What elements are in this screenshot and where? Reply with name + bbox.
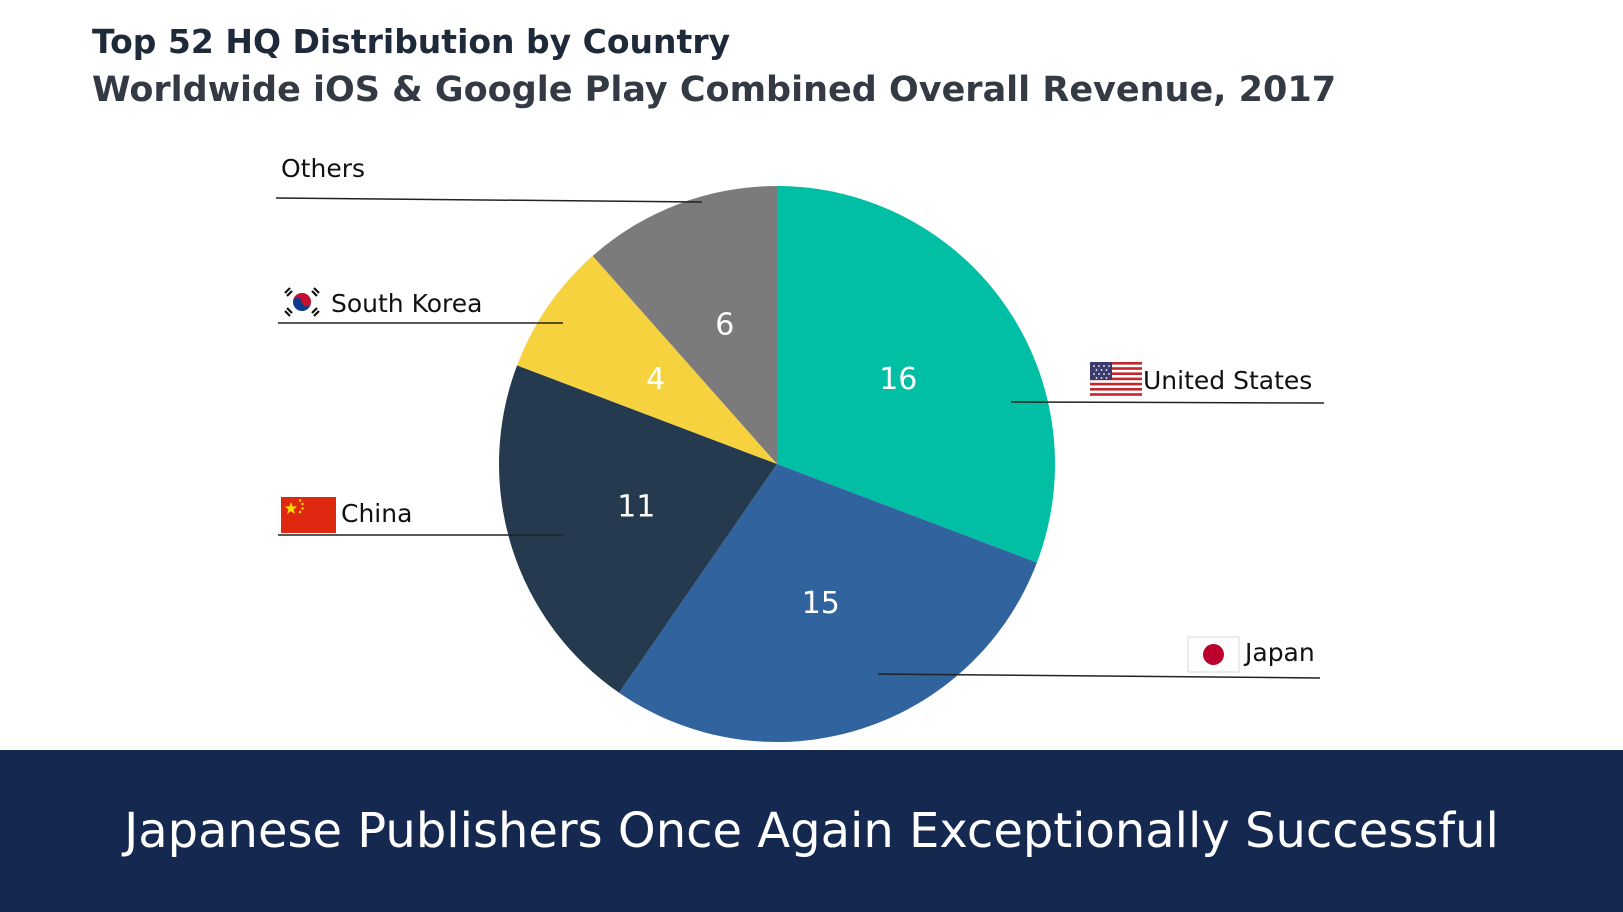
pie-slice-south-korea — [517, 255, 777, 464]
slice-value-label-others: 6 — [715, 308, 734, 343]
south-korea-flag-icon — [281, 286, 323, 318]
category-label-united-states: United States — [1143, 366, 1312, 395]
slice-value-label-japan: 15 — [802, 586, 840, 621]
pie-slices — [499, 186, 1055, 742]
category-label-south-korea: South Korea — [331, 289, 482, 318]
footer-headline: Japanese Publishers Once Again Exception… — [124, 803, 1499, 859]
japan-flag-icon — [1187, 636, 1240, 673]
china-flag-icon — [281, 497, 336, 533]
category-label-china: China — [341, 499, 412, 528]
pie-slice-others — [592, 186, 777, 464]
leader-line-japan — [877, 673, 1321, 679]
category-label-others: Others — [281, 154, 365, 183]
chart-subtitle: Worldwide iOS & Google Play Combined Ove… — [92, 70, 1337, 110]
chart-title: Top 52 HQ Distribution by Country — [92, 22, 731, 61]
pie-value-labels: 16 15 11 4 6 — [617, 308, 917, 622]
us-flag-icon — [1090, 362, 1142, 396]
slice-value-label-china: 11 — [617, 489, 655, 524]
pie-slice-united-states — [777, 186, 1055, 563]
pie-chart: 16 15 11 4 6 Others South Korea United State… — [275, 154, 1325, 742]
pie-slice-china — [499, 365, 777, 693]
category-label-japan: Japan — [1243, 638, 1315, 667]
leader-lines — [275, 197, 1325, 679]
leader-line-others — [275, 197, 703, 203]
pie-slice-japan — [619, 464, 1037, 742]
slice-value-label-united-states: 16 — [879, 362, 917, 397]
footer-banner: Japanese Publishers Once Again Exception… — [0, 750, 1623, 912]
slice-value-label-south-korea: 4 — [646, 362, 665, 397]
leader-line-united-states — [1010, 401, 1325, 404]
